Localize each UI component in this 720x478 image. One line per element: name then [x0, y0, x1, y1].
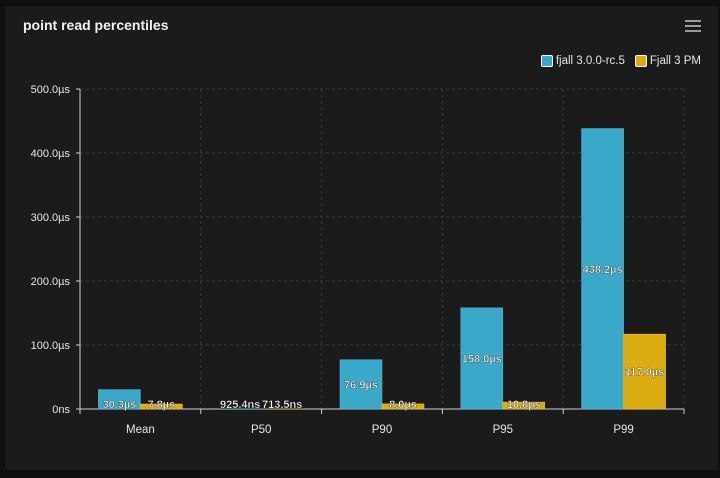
bar-data-label: 925.4ns — [220, 399, 260, 411]
legend-swatch-series-2 — [634, 55, 647, 67]
legend-swatch-series-1 — [540, 55, 553, 67]
y-tick-label: 500.0µs — [31, 84, 71, 96]
hamburger-menu-icon[interactable] — [685, 20, 701, 32]
bar-data-label: 76.9µs — [344, 379, 378, 391]
bar-series-1 — [219, 408, 262, 409]
legend-item-series-1[interactable]: fjall 3.0.0-rc.5 — [540, 55, 625, 67]
bar-series-1 — [98, 389, 141, 410]
x-tick-label: P99 — [613, 424, 633, 436]
chart-title: point read percentiles — [23, 17, 169, 33]
bar-series-2 — [623, 333, 666, 410]
bar-data-label: 713.5ns — [262, 399, 302, 411]
bar-series-2 — [140, 403, 183, 410]
legend-label-series-2: Fjall 3 PM — [649, 55, 701, 67]
bar-data-label: 30.3µs — [102, 399, 136, 411]
legend-label-series-1: fjall 3.0.0-rc.5 — [555, 55, 625, 67]
bar-data-label: 8.0µs — [389, 399, 417, 411]
y-tick-label: 200.0µs — [31, 276, 71, 288]
y-tick-label: 300.0µs — [31, 212, 71, 224]
bar-data-label: 10.8µs — [507, 399, 541, 411]
bar-data-label: 158.0µs — [462, 353, 502, 365]
y-tick-label: 100.0µs — [31, 340, 71, 352]
y-tick-label: 0ns — [52, 404, 70, 416]
x-tick-label: P90 — [372, 424, 392, 436]
bar-series-1 — [460, 307, 504, 410]
bar-data-label: 438.2µs — [583, 264, 623, 276]
bar-data-label: 7.8µs — [148, 399, 176, 411]
bar-series-2 — [381, 403, 425, 410]
x-tick-label: Mean — [126, 424, 155, 436]
bar-series-1 — [339, 359, 383, 410]
bar-data-label: 117.0µs — [625, 367, 664, 379]
bar-series-1 — [581, 128, 624, 410]
legend-item-series-2[interactable]: Fjall 3 PM — [634, 55, 701, 67]
x-tick-label: P95 — [493, 424, 513, 436]
y-tick-label: 400.0µs — [31, 148, 71, 160]
chart-legend: fjall 3.0.0-rc.5 Fjall 3 PM — [540, 55, 701, 67]
bar-series-2 — [502, 401, 546, 410]
x-tick-label: P50 — [251, 424, 271, 436]
